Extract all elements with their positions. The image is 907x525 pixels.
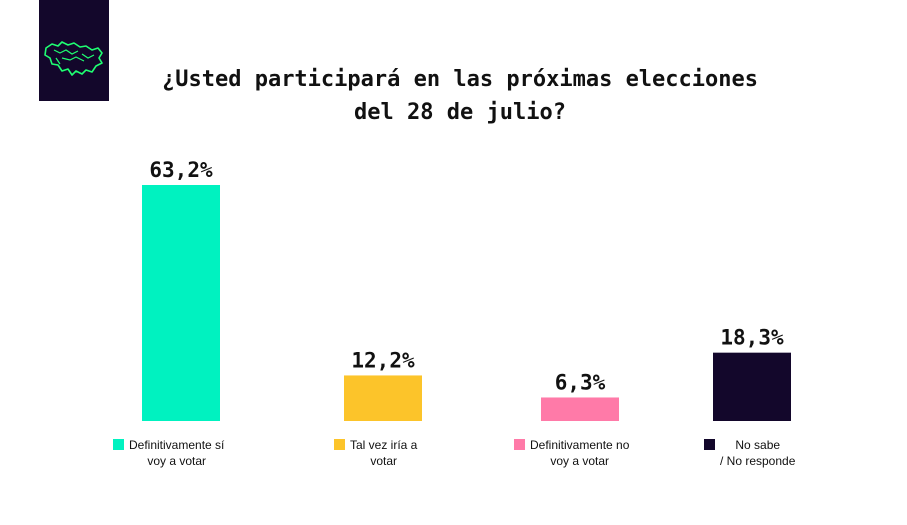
bar-1 xyxy=(142,185,220,421)
legend-item-definitivamente-no: Definitivamente no voy a votar xyxy=(514,437,629,469)
legend-swatch xyxy=(704,439,715,450)
chart-title-line-1: ¿Usted participará en las próximas elecc… xyxy=(161,67,759,92)
legend-swatch xyxy=(514,439,525,450)
chart-title: ¿Usted participará en las próximas elecc… xyxy=(110,63,810,129)
legend-label: Tal vez iría a votar xyxy=(350,438,418,468)
legend-item-no-sabe: No sabe / No responde xyxy=(704,437,795,469)
legend-label: Definitivamente no voy a votar xyxy=(530,438,630,468)
bar-2 xyxy=(344,375,422,421)
legend-swatch xyxy=(113,439,124,450)
legend-label: Definitivamente sí voy a votar xyxy=(129,438,225,468)
bar-3 xyxy=(541,397,619,421)
bar-value-label-1: 63,2% xyxy=(149,158,213,182)
venezuela-map-icon xyxy=(44,41,103,76)
bar-4 xyxy=(713,352,791,421)
bar-value-label-3: 6,3% xyxy=(555,370,606,394)
legend-item-definitivamente-si: Definitivamente sí voy a votar xyxy=(113,437,224,469)
logo xyxy=(39,0,109,101)
legend-label: No sabe / No responde xyxy=(720,438,796,468)
legend-swatch xyxy=(334,439,345,450)
bar-value-label-4: 18,3% xyxy=(720,326,784,350)
bar-value-label-2: 12,2% xyxy=(351,348,415,372)
chart-title-line-2: del 28 de julio? xyxy=(354,100,566,125)
legend-item-tal-vez: Tal vez iría a votar xyxy=(334,437,417,469)
